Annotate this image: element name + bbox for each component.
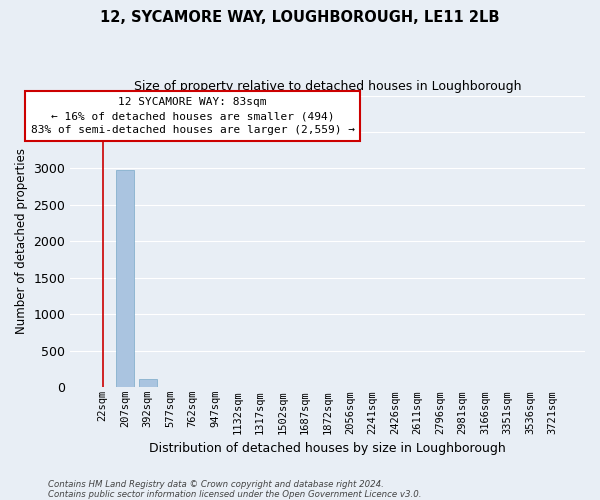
Y-axis label: Number of detached properties: Number of detached properties: [15, 148, 28, 334]
Text: Contains HM Land Registry data © Crown copyright and database right 2024.: Contains HM Land Registry data © Crown c…: [48, 480, 384, 489]
Bar: [116, 170, 134, 387]
Bar: [139, 379, 157, 387]
Text: Contains public sector information licensed under the Open Government Licence v3: Contains public sector information licen…: [48, 490, 421, 499]
Title: Size of property relative to detached houses in Loughborough: Size of property relative to detached ho…: [134, 80, 521, 93]
X-axis label: Distribution of detached houses by size in Loughborough: Distribution of detached houses by size …: [149, 442, 506, 455]
Text: 12 SYCAMORE WAY: 83sqm
← 16% of detached houses are smaller (494)
83% of semi-de: 12 SYCAMORE WAY: 83sqm ← 16% of detached…: [31, 97, 355, 135]
Text: 12, SYCAMORE WAY, LOUGHBOROUGH, LE11 2LB: 12, SYCAMORE WAY, LOUGHBOROUGH, LE11 2LB: [100, 10, 500, 25]
